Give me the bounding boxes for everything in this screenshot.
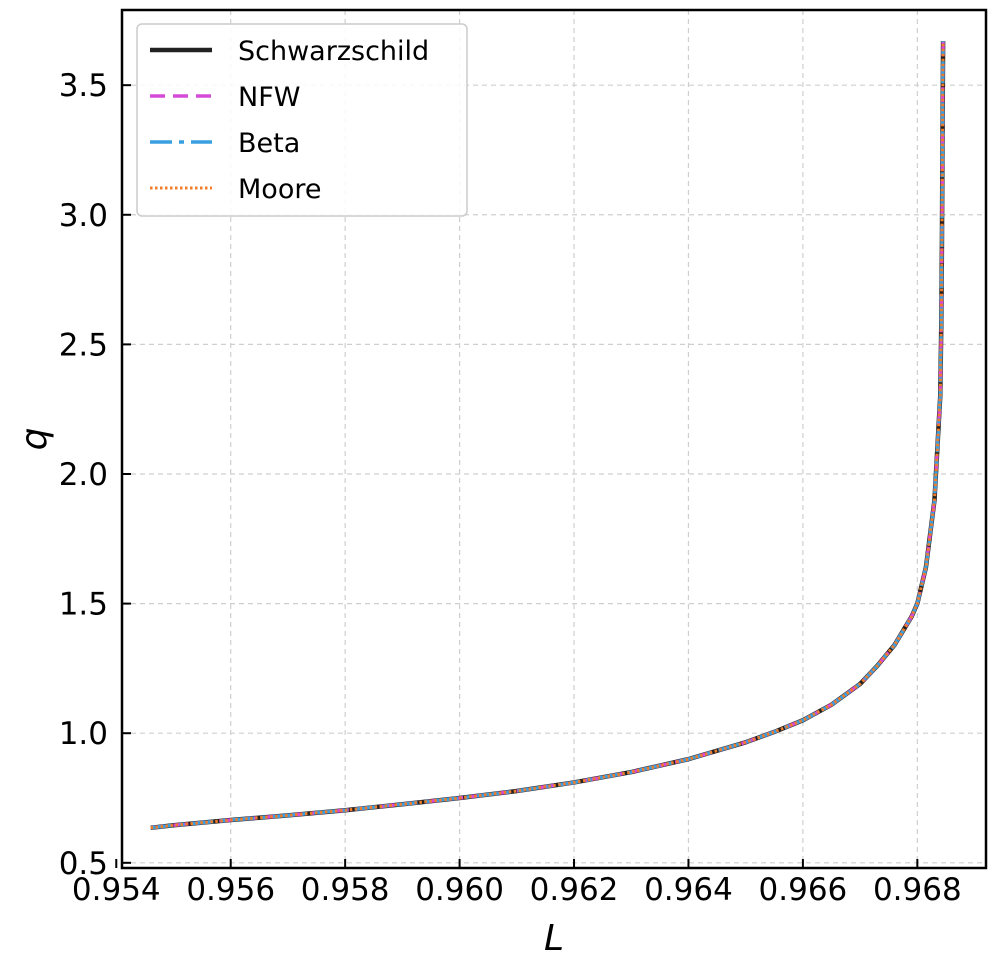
- y-tick-label: 3.0: [59, 198, 108, 234]
- x-tick-label: 0.962: [530, 872, 619, 908]
- legend-label-nfw: NFW: [238, 82, 300, 113]
- y-axis-label: q: [14, 428, 55, 451]
- y-tick-label: 2.0: [59, 457, 108, 493]
- legend-label-schwarzschild: Schwarzschild: [238, 36, 429, 67]
- plot-frame: [120, 8, 988, 870]
- legend-label-beta: Beta: [238, 128, 300, 159]
- x-tick-label: 0.964: [644, 872, 733, 908]
- axis-ticks: 0.954 0.956 0.958 0.960 0.962 0.964 0.966 0.968…: [59, 68, 962, 908]
- y-tick-label: 1.5: [59, 587, 108, 623]
- x-axis-label: L: [544, 918, 564, 959]
- series-line-moore: [150, 41, 945, 830]
- y-tick-label: 1.0: [59, 716, 108, 752]
- y-tick-label: 3.5: [59, 68, 108, 104]
- series-lines: [150, 41, 946, 831]
- x-tick-label: 0.954: [72, 872, 161, 908]
- x-tick-label: 0.968: [873, 872, 962, 908]
- y-tick-label: 0.5: [59, 846, 108, 882]
- legend-box: [136, 23, 468, 217]
- x-tick-label: 0.966: [759, 872, 848, 908]
- x-tick-label: 0.958: [301, 872, 390, 908]
- legend: Schwarzschild NFW Beta Moore: [136, 23, 468, 217]
- legend-label-moore: Moore: [238, 174, 321, 205]
- x-tick-label: 0.956: [186, 872, 275, 908]
- x-tick-label: 0.960: [415, 872, 504, 908]
- y-tick-label: 2.5: [59, 327, 108, 363]
